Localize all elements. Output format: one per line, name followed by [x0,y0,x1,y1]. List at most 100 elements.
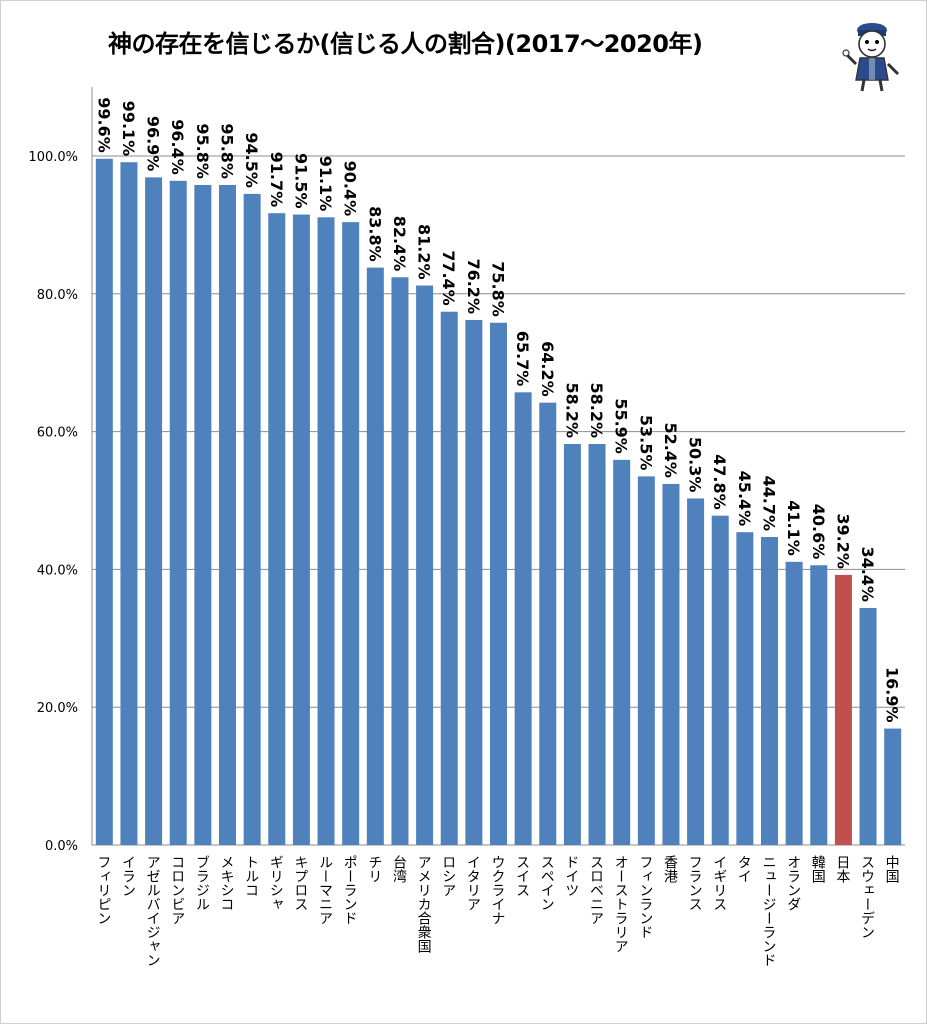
x-tick-label: フィンランド [637,855,653,939]
bar [810,565,828,845]
bar [613,459,631,845]
bar [588,444,606,845]
x-tick-label: 韓国 [810,855,826,883]
data-label: 58.2% [562,382,581,438]
data-label: 95.8% [218,123,237,179]
bar [366,267,384,845]
data-label: 55.9% [612,398,631,454]
x-tick-label: キプロス [292,855,308,911]
x-tick-label: スロベニア [588,855,604,925]
data-label: 58.2% [587,382,606,438]
data-label: 99.1% [119,101,138,157]
x-tick-label: ドイツ [563,855,579,897]
bar [662,483,680,845]
bar [120,162,138,846]
data-label: 45.4% [735,471,754,527]
bar [834,574,852,845]
bar [342,222,360,846]
bar [637,476,655,845]
y-tick-label: 60.0% [37,426,78,441]
data-label: 83.8% [365,206,384,262]
bar [490,322,507,845]
bar [95,158,113,846]
bar [514,392,532,845]
x-tick-label: イギリス [711,855,727,911]
x-tick-label: チリ [366,855,382,883]
bar [884,728,902,845]
x-tick-label: ルーマニア [317,855,333,925]
y-tick-label: 40.0% [37,563,78,578]
data-label: 91.5% [291,153,310,209]
bar [687,498,705,845]
data-label: 64.2% [538,341,557,397]
data-label: 96.4% [168,119,187,175]
bar [711,515,729,845]
x-tick-label: ロシア [440,855,456,897]
bar [292,214,310,845]
bar [440,311,458,845]
x-tick-label: ウクライナ [490,855,506,925]
bar [243,193,261,845]
data-label: 41.1% [784,500,803,556]
data-label: 39.2% [833,513,852,569]
x-tick-label: 香港 [662,855,678,883]
data-label: 75.8% [489,261,508,317]
x-tick-label: ギリシャ [268,855,284,911]
data-label: 94.5% [242,132,261,188]
data-label: 34.4% [858,546,877,602]
x-tick-label: タイ [736,855,752,883]
data-label: 96.9% [144,116,163,172]
y-tick-label: 80.0% [37,288,78,303]
bar [785,561,803,845]
x-tick-label: コロンビア [169,855,185,925]
x-tick-label: オーストラリア [613,855,629,953]
data-label: 50.3% [686,437,705,493]
data-label: 52.4% [661,422,680,478]
data-label: 81.2% [415,224,434,280]
x-tick-label: アゼルバイジャン [145,855,161,967]
bar [539,402,557,845]
data-label: 53.5% [636,415,655,471]
bar [859,607,877,845]
data-label: 40.6% [809,504,828,560]
data-label: 82.4% [390,216,409,272]
data-label: 47.8% [710,454,729,510]
data-label: 91.1% [316,156,335,212]
bar [194,184,212,846]
data-label: 44.7% [760,476,779,532]
x-tick-label: 日本 [834,855,850,883]
x-tick-label: オランダ [785,855,801,911]
x-tick-label: イタリア [465,855,481,911]
x-tick-label: メキシコ [219,855,235,911]
bar [317,217,335,846]
bar [219,184,236,846]
cat-mascot-icon [842,23,900,92]
y-tick-label: 20.0% [37,701,78,716]
x-tick-label: ポーランド [342,855,358,925]
bar [761,537,778,845]
bar [465,319,483,845]
x-tick-label: アメリカ合衆国 [416,855,432,953]
data-label: 77.4% [439,250,458,306]
data-label: 65.7% [513,331,532,387]
x-tick-label: フランス [687,855,703,911]
data-label: 90.4% [341,161,360,217]
bar [268,213,286,845]
bar [169,180,187,845]
x-tick-label: ブラジル [194,855,210,911]
x-tick-label: イラン [120,855,136,897]
x-tick-label: スペイン [539,855,555,911]
bar [391,277,409,845]
x-tick-label: ニュージーランド [761,855,777,967]
data-label: 99.6% [94,97,113,153]
x-tick-label: 中国 [884,855,900,883]
data-label: 16.9% [883,667,902,723]
chart-title: 神の存在を信じるか(信じる人の割合)(2017～2020年) [108,30,703,58]
data-label: 95.8% [193,123,212,179]
bar [145,177,163,845]
bar [563,444,581,845]
data-label: 76.2% [464,258,483,314]
x-tick-label: 台湾 [391,855,407,883]
y-tick-label: 100.0% [28,150,78,165]
